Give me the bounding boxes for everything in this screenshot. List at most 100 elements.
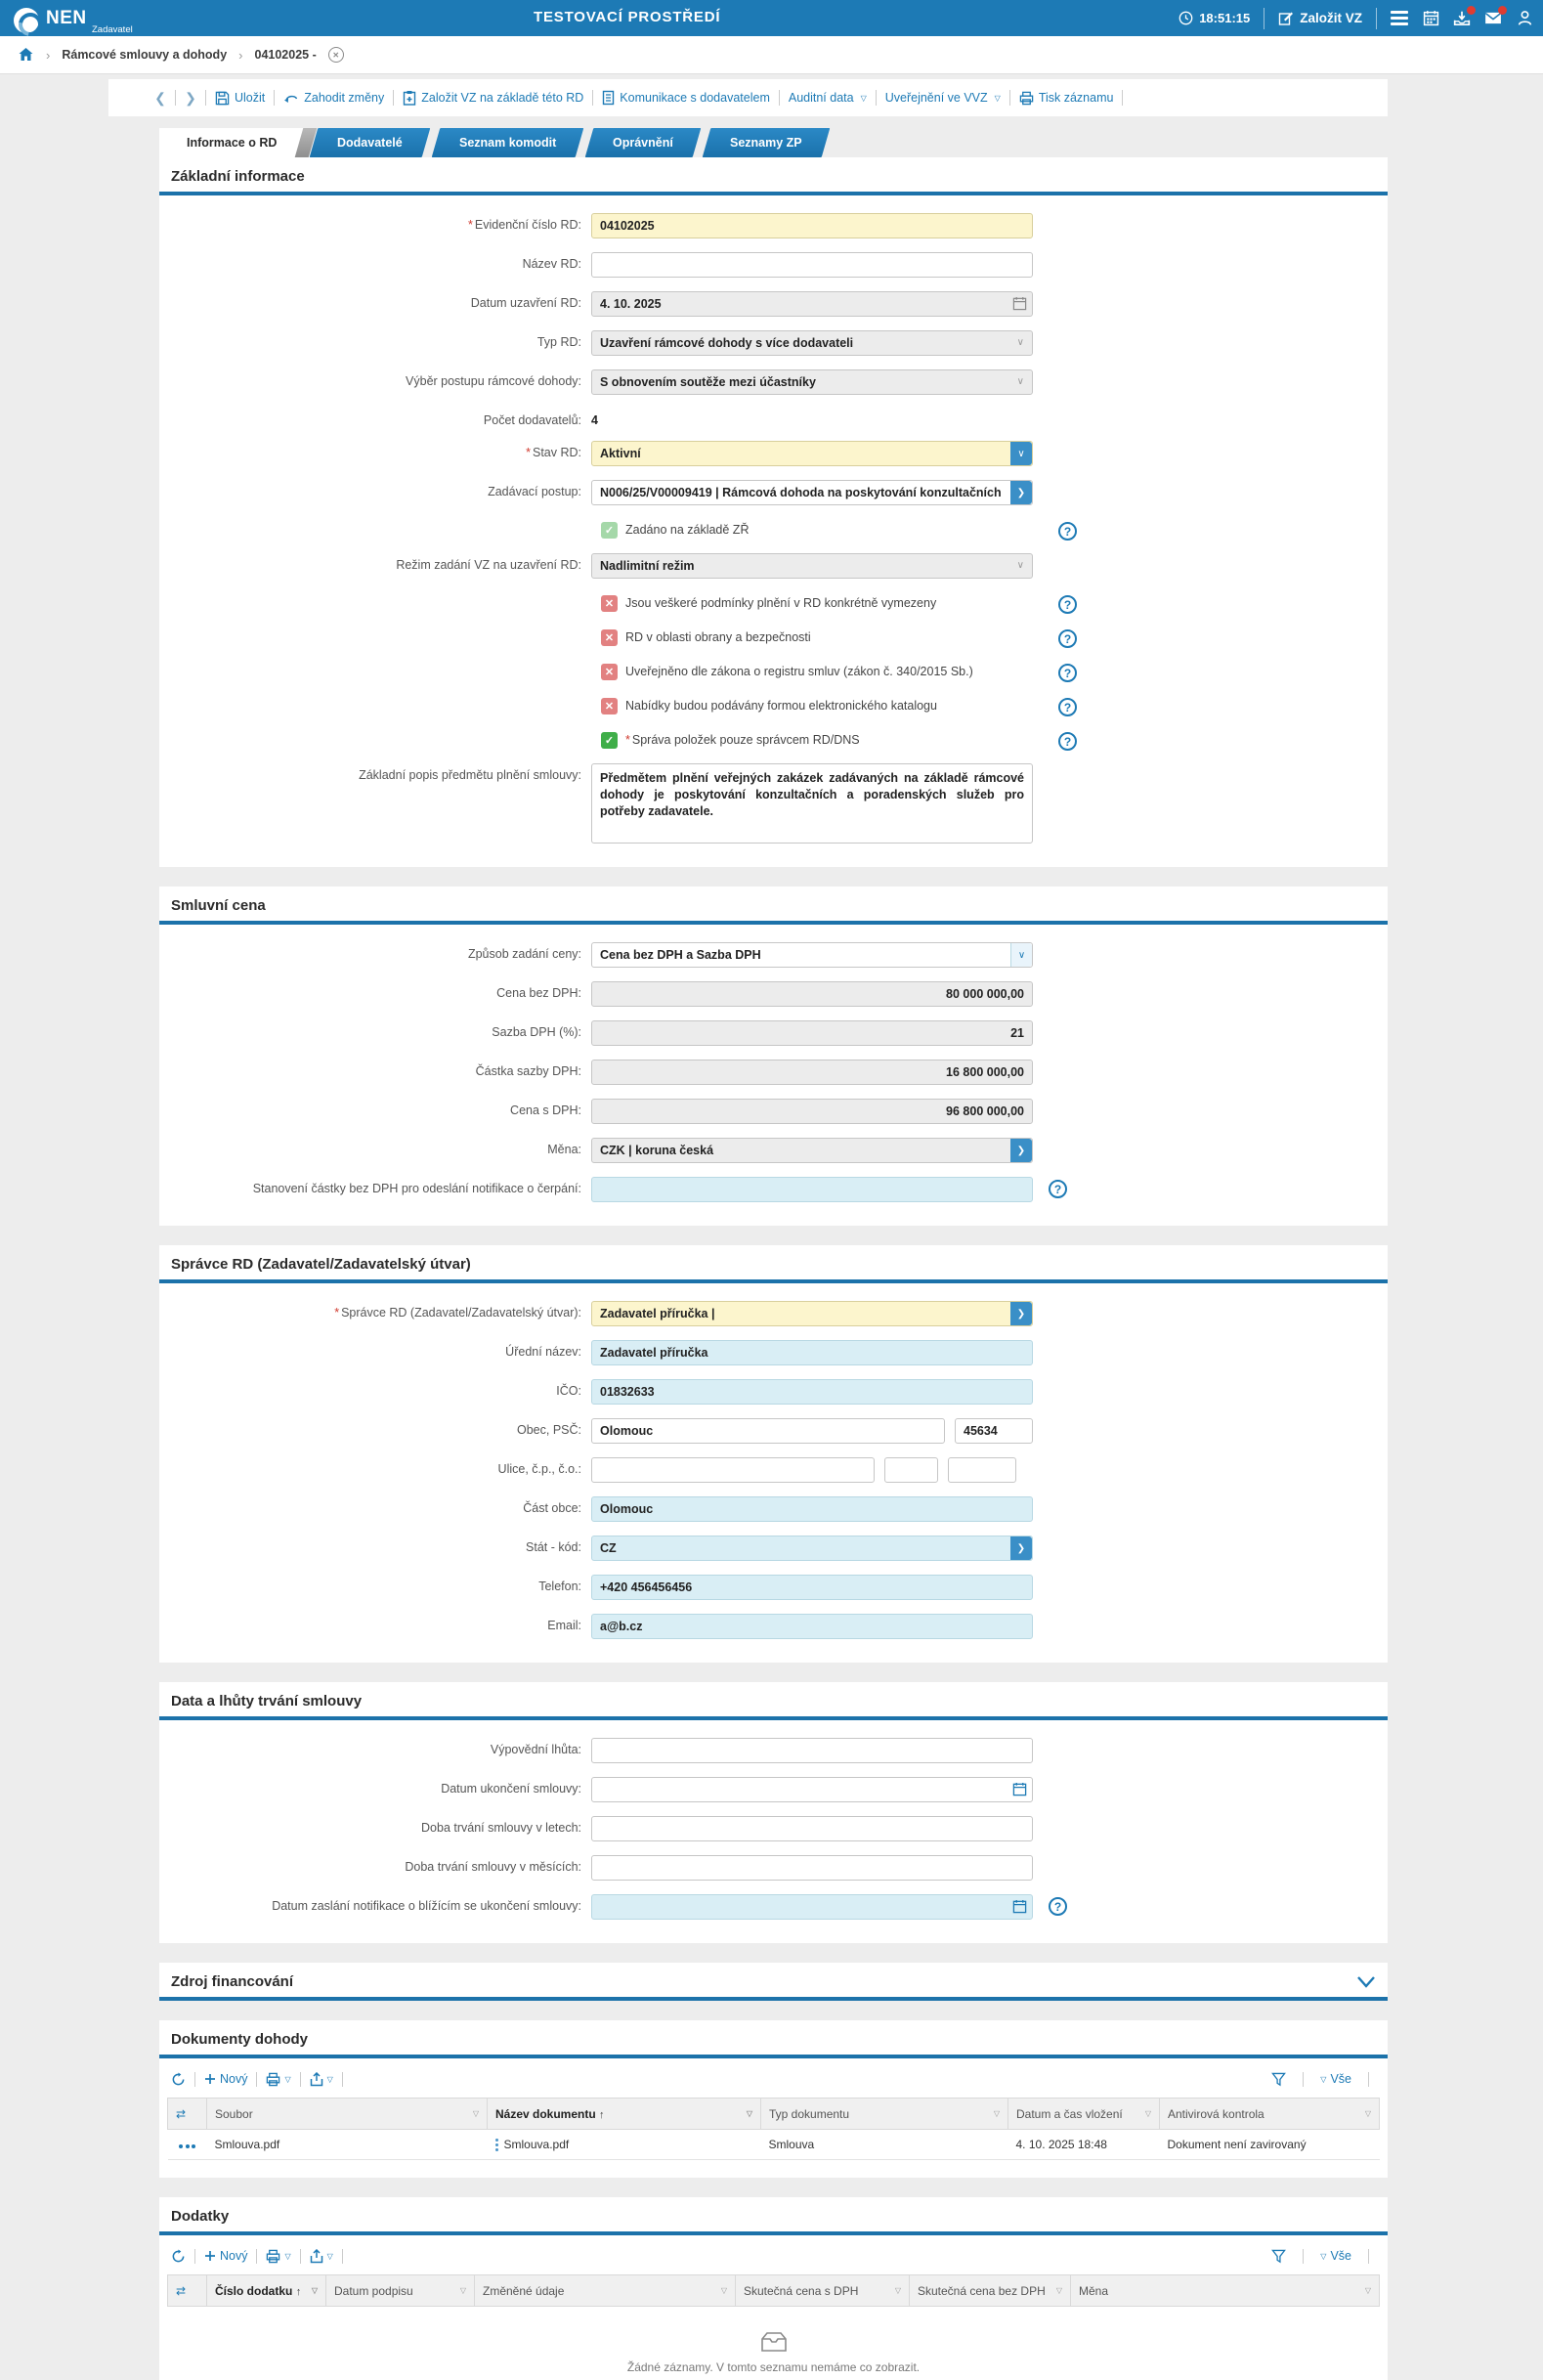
expand-section-icon[interactable]: [1356, 1975, 1376, 1989]
checkbox-unchecked-icon[interactable]: ✕: [601, 663, 618, 680]
column-filter-icon[interactable]: ▽: [459, 2286, 466, 2295]
rd-manager-lookup[interactable]: Zadavatel příručka |: [591, 1301, 1033, 1326]
print-record-button[interactable]: Tisk záznamu: [1019, 91, 1113, 106]
breadcrumb-item-framework-agreements[interactable]: Rámcové smlouvy a dohody: [62, 48, 228, 62]
user-icon[interactable]: [1516, 10, 1533, 27]
next-record-button[interactable]: ❯: [185, 89, 196, 106]
new-amendment-button[interactable]: Nový: [204, 2249, 247, 2263]
column-settings-icon[interactable]: ⇄: [167, 2098, 207, 2130]
lookup-open-button[interactable]: ❯: [1010, 1302, 1032, 1325]
orientation-number-input[interactable]: [948, 1457, 1016, 1483]
filter-icon[interactable]: [1271, 2249, 1287, 2264]
column-header-datum-podpisu[interactable]: Datum podpisu ▽: [325, 2274, 475, 2307]
export-button[interactable]: ▽: [310, 2071, 333, 2087]
help-icon[interactable]: ?: [1058, 629, 1077, 648]
refresh-button[interactable]: [171, 2248, 186, 2264]
show-all-filter[interactable]: ▽ Vše: [1320, 2249, 1351, 2263]
tab-dodavatele[interactable]: Dodavatelé: [310, 128, 431, 157]
inbox-icon[interactable]: [1453, 5, 1476, 27]
column-header-antivir[interactable]: Antivirová kontrola ▽: [1159, 2098, 1380, 2130]
table-row[interactable]: Smlouva.pdf Smlouva.pdf Smlouva 4. 10. 2…: [167, 2129, 1380, 2160]
create-vz-from-rd-button[interactable]: Založit VZ na základě této RD: [403, 90, 583, 106]
discard-changes-button[interactable]: Zahodit změny: [283, 91, 384, 105]
subject-description-textarea[interactable]: Předmětem plnění veřejných zakázek zadáv…: [591, 763, 1033, 844]
tab-seznam-komodit[interactable]: Seznam komodit: [431, 128, 584, 157]
duration-months-input[interactable]: [591, 1855, 1033, 1881]
help-icon[interactable]: ?: [1058, 595, 1077, 614]
column-filter-icon[interactable]: ▽: [993, 2109, 1000, 2118]
prev-record-button[interactable]: ❮: [154, 89, 166, 106]
checkbox-unchecked-icon[interactable]: ✕: [601, 628, 618, 646]
help-icon[interactable]: ?: [1058, 664, 1077, 682]
help-icon[interactable]: ?: [1058, 698, 1077, 716]
home-icon[interactable]: [18, 47, 34, 63]
print-list-button[interactable]: ▽: [266, 2249, 291, 2264]
notification-amount-input[interactable]: [591, 1177, 1033, 1202]
select-open-button[interactable]: ∨: [1010, 442, 1032, 465]
lookup-open-button[interactable]: ❯: [1010, 1139, 1032, 1162]
export-button[interactable]: ▽: [310, 2248, 333, 2264]
filter-icon[interactable]: [1271, 2072, 1287, 2087]
lookup-open-button[interactable]: ❯: [1010, 481, 1032, 504]
column-header-nazev[interactable]: Název dokumentu ↑ ▽: [487, 2098, 761, 2130]
messages-icon[interactable]: [1484, 5, 1507, 27]
column-header-datum[interactable]: Datum a čas vložení ▽: [1007, 2098, 1160, 2130]
column-header-zmenene[interactable]: Změněné údaje ▽: [474, 2274, 736, 2307]
audit-data-menu[interactable]: Auditní data ▽: [788, 91, 867, 105]
new-document-button[interactable]: Nový: [204, 2072, 247, 2086]
column-header-mena[interactable]: Měna ▽: [1070, 2274, 1380, 2307]
show-all-filter[interactable]: ▽ Vše: [1320, 2072, 1351, 2086]
cell-file[interactable]: Smlouva.pdf: [206, 2129, 488, 2160]
end-notification-date-input[interactable]: [591, 1894, 1033, 1920]
evid-number-input[interactable]: 04102025: [591, 213, 1033, 238]
zip-input[interactable]: 45634: [955, 1418, 1033, 1444]
tab-opravneni[interactable]: Oprávnění: [585, 128, 702, 157]
checkbox-unchecked-icon[interactable]: ✕: [601, 697, 618, 714]
column-filter-icon[interactable]: ▽: [746, 2109, 752, 2118]
calendar-icon[interactable]: [1422, 10, 1439, 27]
price-method-select[interactable]: Cena bez DPH a Sazba DPH: [591, 942, 1033, 968]
column-header-cena-bez-dph[interactable]: Skutečná cena bez DPH ▽: [909, 2274, 1071, 2307]
column-filter-icon[interactable]: ▽: [1144, 2109, 1151, 2118]
street-input[interactable]: [591, 1457, 875, 1483]
row-actions-icon[interactable]: [179, 2144, 195, 2148]
column-header-cislo[interactable]: Číslo dodatku ↑ ▽: [206, 2274, 326, 2307]
column-filter-icon[interactable]: ▽: [472, 2109, 479, 2118]
rd-state-select[interactable]: Aktivní: [591, 441, 1033, 466]
column-filter-icon[interactable]: ▽: [1364, 2109, 1371, 2118]
column-filter-icon[interactable]: ▽: [1364, 2286, 1371, 2295]
column-header-soubor[interactable]: Soubor ▽: [206, 2098, 488, 2130]
print-list-button[interactable]: ▽: [266, 2072, 291, 2087]
select-open-button[interactable]: ∨: [1010, 943, 1032, 967]
column-filter-icon[interactable]: ▽: [894, 2286, 901, 2295]
save-button[interactable]: Uložit: [215, 91, 265, 106]
column-header-cena-s-dph[interactable]: Skutečná cena s DPH ▽: [735, 2274, 910, 2307]
column-filter-icon[interactable]: ▽: [1055, 2286, 1062, 2295]
column-settings-icon[interactable]: ⇄: [167, 2274, 207, 2307]
menu-icon[interactable]: [1391, 10, 1408, 27]
lookup-open-button[interactable]: ❯: [1010, 1536, 1032, 1560]
rd-name-input[interactable]: [591, 252, 1033, 278]
award-procedure-lookup[interactable]: N006/25/V00009419 | Rámcová dohoda na po…: [591, 480, 1033, 505]
help-icon[interactable]: ?: [1058, 522, 1077, 541]
help-icon[interactable]: ?: [1049, 1897, 1067, 1916]
column-filter-icon[interactable]: ▽: [720, 2286, 727, 2295]
city-input[interactable]: Olomouc: [591, 1418, 945, 1444]
help-icon[interactable]: ?: [1049, 1180, 1067, 1198]
close-record-icon[interactable]: ✕: [327, 47, 344, 63]
house-number-input[interactable]: [884, 1457, 938, 1483]
help-icon[interactable]: ?: [1058, 732, 1077, 751]
column-filter-icon[interactable]: ▽: [311, 2286, 318, 2295]
tab-seznamy-zp[interactable]: Seznamy ZP: [702, 128, 831, 157]
tab-informace-o-rd[interactable]: Informace o RD: [159, 128, 305, 157]
contract-end-date-input[interactable]: [591, 1777, 1033, 1802]
column-header-typ[interactable]: Typ dokumentu ▽: [760, 2098, 1008, 2130]
notice-period-input[interactable]: [591, 1738, 1033, 1763]
refresh-button[interactable]: [171, 2071, 186, 2087]
vvz-publication-menu[interactable]: Uveřejnění ve VVZ ▽: [884, 91, 1001, 105]
create-vz-button[interactable]: Založit VZ: [1278, 11, 1362, 26]
duration-years-input[interactable]: [591, 1816, 1033, 1841]
nen-logo[interactable]: NEN Zadavatel: [14, 4, 133, 35]
checkbox-checked-icon[interactable]: ✓: [601, 731, 618, 749]
drag-handle-icon[interactable]: [494, 2139, 498, 2152]
